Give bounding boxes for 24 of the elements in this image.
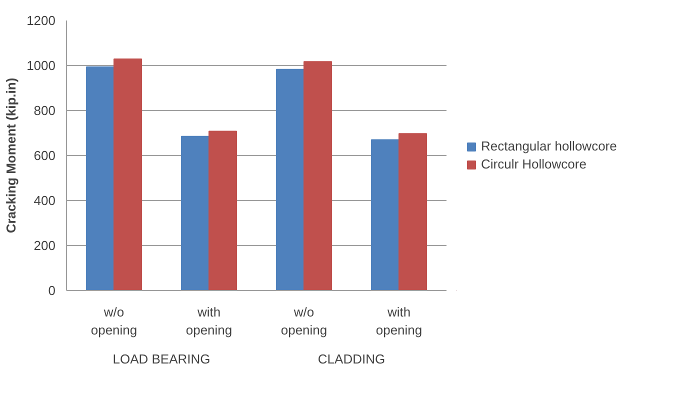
- bar: [398, 133, 428, 290]
- x-tick-label: w/o opening: [90, 304, 138, 338]
- x-tick-label: w/o opening: [280, 304, 328, 338]
- y-tick-label: 800: [34, 103, 56, 118]
- y-tick-label: 600: [34, 148, 56, 163]
- legend-label: Circulr Hollowcore: [481, 156, 586, 172]
- y-tick-label: 200: [34, 238, 56, 253]
- text: LOAD BEARING: [112, 352, 210, 366]
- x-tick-label: with opening: [376, 304, 422, 338]
- y-axis-title: Cracking Moment (kip.in): [4, 78, 19, 234]
- bar: [86, 66, 114, 290]
- bar: [180, 136, 210, 290]
- bar: [208, 130, 238, 290]
- legend-label: Rectangular hollowcore: [481, 138, 617, 154]
- y-tick-label: 1000: [26, 58, 56, 73]
- y-tick-label: 400: [34, 193, 56, 208]
- text: CLADDING: [318, 352, 386, 366]
- y-tick-label: 1200: [26, 13, 56, 28]
- bar: [276, 68, 304, 290]
- x-tick-label: with opening: [186, 304, 232, 338]
- y-tick-label: 0: [48, 283, 56, 298]
- bar: [304, 61, 332, 290]
- bar: [370, 139, 400, 290]
- bar: [114, 58, 142, 290]
